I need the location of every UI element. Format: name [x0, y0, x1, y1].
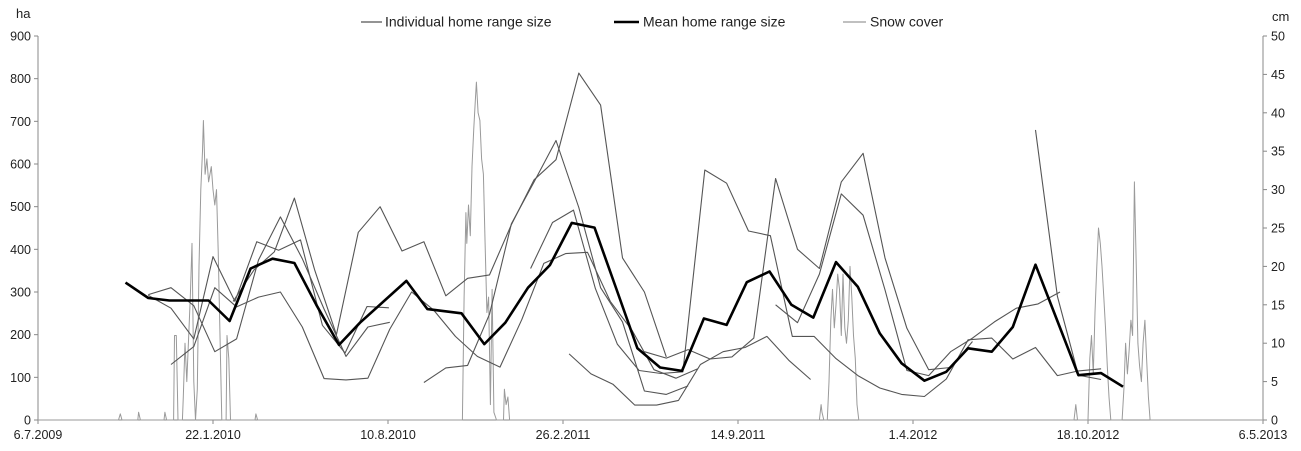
right-tick-label: 25	[1271, 222, 1285, 236]
x-tick-label: 22.1.2010	[185, 428, 241, 442]
left-tick-label: 300	[10, 286, 31, 300]
left-tick-label: 500	[10, 200, 31, 214]
right-tick-label: 50	[1271, 30, 1285, 44]
individual-range-line	[232, 72, 667, 358]
right-tick-label: 45	[1271, 68, 1285, 82]
x-tick-label: 26.2.2011	[536, 428, 591, 442]
left-tick-label: 100	[10, 371, 31, 385]
left-tick-label: 900	[10, 30, 31, 44]
right-tick-label: 5	[1271, 375, 1278, 389]
right-tick-label: 35	[1271, 145, 1285, 159]
x-tick-label: 10.8.2010	[360, 428, 416, 442]
axes: 0 100 200 300 400 500 600 700 800 900 0 5 10 15 20 25 30…	[10, 30, 1287, 443]
individual-range-line	[775, 193, 1061, 377]
x-tick-label: 1.4.2012	[889, 428, 938, 442]
right-axis-unit: cm	[1272, 9, 1289, 24]
x-tick-label: 6.5.2013	[1239, 428, 1288, 442]
individual-range-line	[148, 239, 389, 354]
legend: Individual home range size Mean home ran…	[361, 14, 943, 30]
individual-range-line	[530, 169, 1102, 398]
right-tick-label: 0	[1271, 414, 1278, 428]
left-tick-label: 0	[24, 414, 31, 428]
x-tick-label: 14.9.2011	[711, 428, 766, 442]
legend-label-individual: Individual home range size	[385, 14, 552, 30]
left-tick-label: 200	[10, 328, 31, 342]
right-tick-label: 40	[1271, 106, 1285, 120]
plot-area	[38, 72, 1263, 421]
left-tick-label: 800	[10, 72, 31, 86]
individual-range-line	[568, 335, 811, 406]
right-tick-label: 30	[1271, 183, 1285, 197]
x-tick-label: 6.7.2009	[14, 428, 63, 442]
snow-cover-line	[38, 81, 1263, 421]
left-axis-unit: ha	[16, 6, 31, 21]
right-tick-label: 20	[1271, 260, 1285, 274]
mean-range-line	[124, 221, 1124, 388]
individual-range-line	[423, 139, 689, 395]
legend-label-mean: Mean home range size	[643, 14, 786, 30]
individual-range-line	[1034, 129, 1102, 381]
individual-range-line	[644, 152, 973, 371]
right-tick-label: 15	[1271, 298, 1285, 312]
left-tick-label: 400	[10, 243, 31, 257]
left-tick-label: 700	[10, 115, 31, 129]
individual-range-line	[148, 216, 390, 357]
left-tick-label: 600	[10, 158, 31, 172]
legend-label-snow: Snow cover	[870, 14, 943, 30]
x-tick-label: 18.10.2012	[1057, 428, 1120, 442]
right-tick-label: 10	[1271, 337, 1285, 351]
